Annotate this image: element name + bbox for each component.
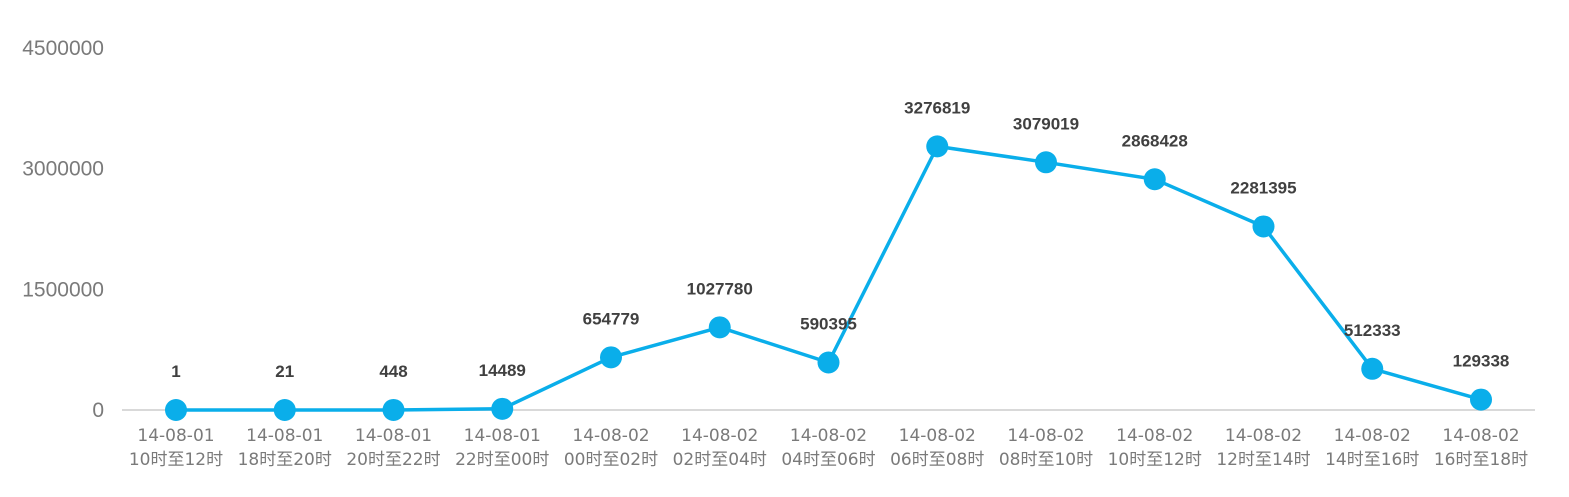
data-point bbox=[1361, 357, 1384, 380]
y-tick-label: 3000000 bbox=[22, 158, 104, 181]
data-labels: 1 21 448 14489 654779 1027780 590395 3276819 307… bbox=[171, 98, 1509, 381]
x-tick-label: 14-08-02 12时至14时 bbox=[1216, 426, 1310, 470]
data-label: 1027780 bbox=[687, 279, 753, 298]
x-tick-label: 14-08-01 10时至12时 bbox=[129, 426, 223, 470]
y-tick-label: 4500000 bbox=[22, 37, 104, 60]
x-tick-label: 14-08-01 20时至22时 bbox=[346, 426, 440, 470]
data-label: 512333 bbox=[1344, 321, 1401, 340]
data-label: 2281395 bbox=[1230, 178, 1296, 197]
data-point bbox=[1143, 168, 1166, 191]
x-tick-label: 14-08-02 08时至10时 bbox=[999, 426, 1093, 470]
x-tick-label: 14-08-02 10时至12时 bbox=[1108, 426, 1202, 470]
data-point bbox=[1035, 151, 1057, 174]
data-label: 3079019 bbox=[1013, 114, 1079, 133]
data-point bbox=[273, 398, 296, 421]
data-label: 590395 bbox=[800, 315, 857, 334]
data-point bbox=[708, 316, 731, 339]
data-label: 14489 bbox=[479, 361, 526, 380]
data-label: 654779 bbox=[583, 309, 640, 328]
data-points bbox=[165, 135, 1492, 421]
data-label: 2868428 bbox=[1122, 131, 1188, 150]
x-tick-label: 14-08-02 14时至16时 bbox=[1325, 426, 1419, 470]
x-tick-label: 14-08-02 00时至02时 bbox=[564, 426, 658, 470]
y-axis-ticks: 0 1500000 3000000 4500000 bbox=[22, 37, 104, 422]
x-tick-label: 14-08-01 22时至00时 bbox=[455, 426, 549, 470]
x-tick-label: 14-08-02 04时至06时 bbox=[781, 426, 875, 470]
data-label: 448 bbox=[379, 362, 407, 381]
data-label: 21 bbox=[275, 362, 294, 381]
data-label: 1 bbox=[171, 362, 180, 381]
x-tick-label: 14-08-02 06时至08时 bbox=[890, 426, 984, 470]
data-point bbox=[491, 397, 514, 420]
data-point bbox=[817, 351, 840, 374]
y-tick-label: 1500000 bbox=[22, 278, 104, 301]
data-label: 3276819 bbox=[904, 98, 970, 117]
x-tick-label: 14-08-01 18时至20时 bbox=[238, 426, 332, 470]
data-point bbox=[1252, 215, 1275, 238]
y-tick-label: 0 bbox=[92, 399, 104, 422]
x-tick-label: 14-08-02 02时至04时 bbox=[673, 426, 767, 470]
data-point bbox=[1470, 388, 1492, 411]
data-point bbox=[382, 398, 405, 421]
x-tick-label: 14-08-02 16时至18时 bbox=[1434, 426, 1528, 470]
x-axis-ticks: 14-08-01 10时至12时 14-08-01 18时至20时 14-08-01 20… bbox=[129, 426, 1528, 470]
data-label: 129338 bbox=[1453, 352, 1510, 371]
data-point bbox=[165, 398, 187, 421]
data-point bbox=[926, 135, 949, 158]
data-point bbox=[600, 346, 622, 369]
